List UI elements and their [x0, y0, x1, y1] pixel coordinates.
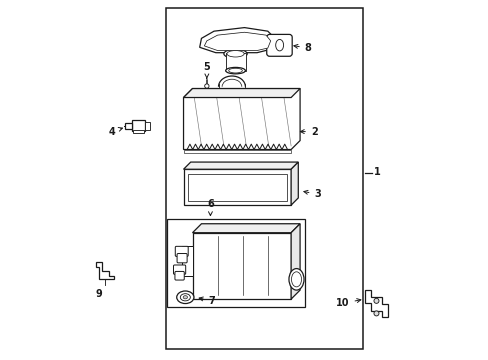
Text: 8: 8	[293, 43, 311, 53]
Ellipse shape	[228, 68, 242, 73]
Bar	[187, 174, 286, 201]
Polygon shape	[204, 32, 270, 50]
Bar	[182, 246, 193, 276]
Text: 6: 6	[206, 199, 213, 216]
FancyBboxPatch shape	[266, 35, 292, 56]
Ellipse shape	[226, 50, 244, 57]
Text: 2: 2	[300, 127, 317, 136]
Bar	[131, 121, 145, 131]
Ellipse shape	[291, 272, 301, 287]
Bar	[145, 122, 150, 130]
Polygon shape	[364, 290, 387, 317]
Ellipse shape	[176, 291, 194, 303]
Polygon shape	[290, 224, 300, 299]
FancyBboxPatch shape	[175, 246, 188, 256]
Polygon shape	[192, 224, 300, 233]
Text: 4: 4	[108, 127, 122, 136]
Text: 9: 9	[95, 289, 102, 300]
Bar	[183, 149, 290, 153]
Polygon shape	[183, 162, 298, 169]
Text: 10: 10	[335, 298, 360, 309]
Polygon shape	[183, 89, 300, 98]
Ellipse shape	[183, 296, 187, 299]
Polygon shape	[183, 89, 300, 149]
Text: 5: 5	[203, 62, 210, 78]
Circle shape	[373, 311, 378, 316]
Polygon shape	[199, 28, 274, 53]
Circle shape	[204, 84, 208, 88]
Polygon shape	[290, 162, 298, 205]
Circle shape	[373, 298, 378, 303]
Bar	[133, 130, 143, 134]
Bar	[167, 220, 305, 307]
Ellipse shape	[180, 294, 190, 301]
Bar	[225, 53, 245, 71]
Polygon shape	[96, 262, 113, 279]
Text: 1: 1	[373, 167, 380, 177]
Text: 7: 7	[199, 296, 215, 306]
Bar	[192, 233, 290, 299]
FancyBboxPatch shape	[175, 271, 184, 280]
Ellipse shape	[225, 67, 245, 74]
Bar	[125, 123, 132, 129]
FancyBboxPatch shape	[177, 253, 187, 263]
Ellipse shape	[275, 40, 283, 51]
Text: 3: 3	[303, 189, 321, 199]
Bar	[165, 8, 362, 348]
Ellipse shape	[224, 49, 247, 58]
FancyBboxPatch shape	[173, 265, 185, 274]
Ellipse shape	[288, 269, 304, 290]
Bar	[183, 169, 290, 205]
